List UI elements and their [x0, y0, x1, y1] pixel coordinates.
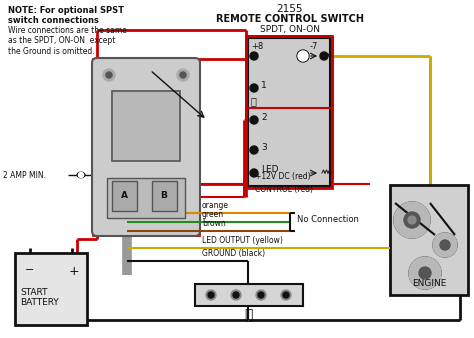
Circle shape	[103, 69, 115, 81]
Text: -7: -7	[310, 42, 319, 51]
Bar	[246, 36, 332, 188]
Bar	[112, 181, 137, 211]
Circle shape	[394, 202, 430, 238]
Circle shape	[283, 292, 289, 298]
Text: No Connection: No Connection	[297, 215, 359, 223]
Circle shape	[78, 172, 84, 178]
Circle shape	[440, 240, 450, 250]
Circle shape	[298, 51, 308, 61]
Circle shape	[258, 292, 264, 298]
Text: 2: 2	[261, 113, 266, 121]
Bar	[195, 284, 303, 306]
Circle shape	[434, 234, 456, 256]
Bar	[246, 108, 332, 188]
Circle shape	[320, 52, 328, 60]
Text: REMOTE CONTROL SWITCH: REMOTE CONTROL SWITCH	[216, 14, 364, 24]
Text: ⏚: ⏚	[244, 308, 252, 322]
Circle shape	[297, 50, 309, 62]
Circle shape	[250, 116, 258, 124]
Circle shape	[409, 257, 441, 289]
Text: +8: +8	[251, 42, 263, 51]
Text: A: A	[120, 192, 128, 200]
Circle shape	[177, 69, 189, 81]
Circle shape	[250, 52, 258, 60]
Text: Wire connections are the same
as the SPDT, ON-ON  except
the Ground is omitted.: Wire connections are the same as the SPD…	[8, 26, 127, 56]
Circle shape	[233, 292, 239, 298]
Text: LED OUTPUT (yellow): LED OUTPUT (yellow)	[202, 236, 283, 245]
Text: CONTROL (red): CONTROL (red)	[255, 185, 313, 194]
Circle shape	[206, 290, 216, 300]
Circle shape	[404, 212, 420, 228]
Circle shape	[394, 202, 430, 238]
Text: SPDT, ON-ON: SPDT, ON-ON	[260, 25, 320, 34]
Text: 2155: 2155	[277, 4, 303, 14]
Circle shape	[180, 72, 186, 78]
Circle shape	[231, 290, 241, 300]
Circle shape	[250, 169, 258, 177]
Text: 2 AMP MIN.: 2 AMP MIN.	[3, 170, 46, 179]
Circle shape	[419, 267, 431, 279]
Circle shape	[433, 233, 457, 257]
Text: −: −	[25, 265, 35, 275]
Text: B: B	[161, 192, 167, 200]
Circle shape	[208, 292, 214, 298]
Ellipse shape	[77, 172, 85, 177]
Circle shape	[395, 203, 429, 237]
Bar	[152, 181, 177, 211]
Text: GROUND (black): GROUND (black)	[202, 249, 265, 258]
Bar	[107, 178, 185, 218]
Bar	[248, 38, 330, 186]
Circle shape	[250, 84, 258, 92]
Circle shape	[297, 50, 309, 62]
Circle shape	[256, 290, 266, 300]
Text: LED: LED	[261, 166, 279, 174]
Text: ENGINE: ENGINE	[412, 279, 446, 288]
Text: NOTE: For optional SPST
switch connections: NOTE: For optional SPST switch connectio…	[8, 6, 124, 25]
Text: +12V DC (red): +12V DC (red)	[255, 172, 310, 181]
Text: green: green	[202, 210, 224, 219]
Text: START
BATTERY: START BATTERY	[20, 288, 59, 307]
Text: brown: brown	[202, 219, 226, 228]
Bar	[390, 185, 468, 295]
Circle shape	[409, 257, 441, 289]
Text: 3: 3	[261, 143, 267, 151]
Circle shape	[410, 258, 440, 288]
Circle shape	[250, 146, 258, 154]
Circle shape	[433, 233, 457, 257]
Text: 1: 1	[261, 80, 267, 90]
Text: +: +	[69, 265, 80, 278]
Circle shape	[408, 216, 416, 224]
Bar	[112, 91, 180, 161]
Circle shape	[281, 290, 291, 300]
Bar	[15, 253, 87, 325]
Text: orange: orange	[202, 201, 229, 210]
Circle shape	[79, 172, 83, 177]
Text: ⏚: ⏚	[251, 96, 257, 106]
Circle shape	[78, 172, 84, 178]
Bar	[93, 59, 199, 235]
Circle shape	[106, 72, 112, 78]
FancyBboxPatch shape	[92, 58, 200, 236]
